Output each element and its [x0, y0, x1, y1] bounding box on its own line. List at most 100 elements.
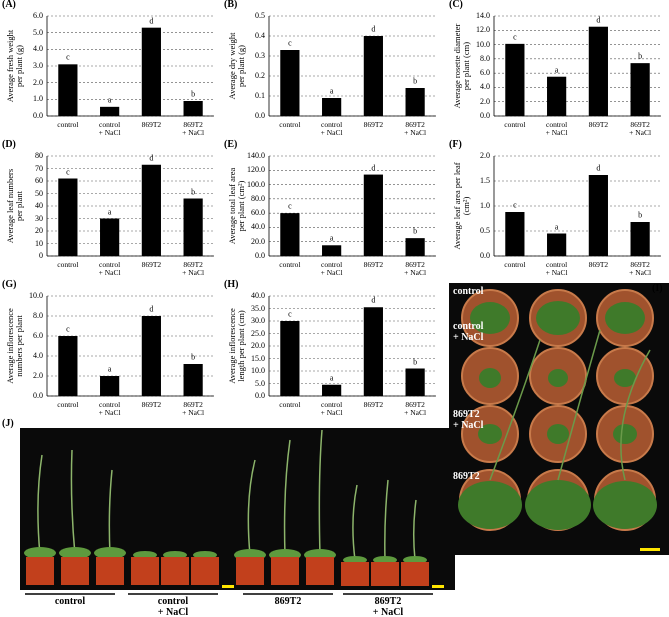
- significance-letter: d: [371, 295, 376, 305]
- x-tick-label: control: [279, 400, 301, 409]
- y-tick-label: 140.0: [247, 150, 265, 160]
- y-tick-label: 25.0: [251, 328, 265, 338]
- panel-label: (G): [2, 279, 17, 290]
- bar: [58, 336, 78, 396]
- y-tick-label: 4.0: [33, 350, 43, 360]
- y-axis-label: Average inflorescence length per plant (…: [227, 308, 246, 384]
- bar: [547, 233, 567, 256]
- significance-letter: b: [191, 187, 196, 197]
- y-axis-label: Average inflorescence numbers per plant: [5, 308, 24, 384]
- bar: [588, 175, 608, 256]
- significance-letter: c: [66, 167, 70, 177]
- group-label: 869T2 + NaCl: [372, 596, 404, 617]
- y-axis-label: Average total leaf area per plant (cm²): [227, 167, 246, 245]
- x-tick-label: control: [57, 120, 79, 129]
- y-tick-label: 1.5: [480, 175, 490, 185]
- photo-j: [20, 428, 455, 595]
- x-tick-label: control: [57, 400, 79, 409]
- y-tick-label: 15.0: [251, 353, 265, 363]
- bar: [183, 198, 203, 256]
- photo-label: control + NaCl: [453, 321, 484, 343]
- x-tick-label: 869T2 + NaCl: [182, 260, 205, 277]
- y-tick-label: 6.0: [33, 330, 43, 340]
- significance-letter: c: [513, 200, 517, 210]
- y-tick-label: 0.0: [255, 390, 265, 400]
- x-tick-label: 869T2 + NaCl: [404, 120, 427, 137]
- x-tick-label: control: [57, 260, 79, 269]
- bar: [58, 64, 78, 116]
- panel-label: (H): [224, 279, 239, 290]
- bar: [322, 245, 342, 256]
- panel-label: (D): [2, 139, 16, 150]
- panel-label: (B): [224, 0, 238, 10]
- x-tick-label: control: [504, 260, 526, 269]
- y-tick-label: 4.0: [33, 44, 43, 54]
- y-tick-label: 30.0: [251, 315, 265, 325]
- panel-label: (A): [2, 0, 16, 10]
- y-tick-label: 10.0: [29, 290, 43, 300]
- y-axis-label: Average rosette diameter per plant (cm): [452, 23, 471, 109]
- y-tick-label: 100.0: [247, 179, 265, 189]
- y-tick-label: 40.0: [251, 222, 265, 232]
- x-tick-label: 869T2 + NaCl: [404, 260, 427, 277]
- bar: [363, 36, 383, 116]
- y-tick-label: 14.0: [476, 10, 490, 20]
- bar: [141, 316, 161, 396]
- x-tick-label: 869T2 + NaCl: [629, 120, 652, 137]
- y-tick-label: 0.0: [33, 390, 43, 400]
- x-tick-label: control + NaCl: [98, 260, 121, 277]
- significance-letter: c: [288, 201, 292, 211]
- y-tick-label: 10: [35, 238, 43, 248]
- y-tick-label: 20.0: [251, 340, 265, 350]
- x-tick-label: 869T2: [141, 400, 162, 409]
- y-tick-label: 2.0: [33, 370, 43, 380]
- y-tick-label: 60: [35, 175, 43, 185]
- y-tick-label: 0: [39, 250, 43, 260]
- y-tick-label: 40: [35, 200, 43, 210]
- bar: [141, 164, 161, 256]
- y-tick-label: 50: [35, 188, 43, 198]
- significance-letter: c: [66, 324, 70, 334]
- y-tick-label: 1.0: [480, 200, 490, 210]
- y-tick-label: 35.0: [251, 303, 265, 313]
- x-tick-label: control + NaCl: [320, 260, 343, 277]
- bar: [405, 238, 425, 256]
- x-tick-label: control + NaCl: [98, 120, 121, 137]
- y-tick-label: 5.0: [33, 27, 43, 37]
- bar: [547, 76, 567, 116]
- y-tick-label: 70: [35, 163, 43, 173]
- bar: [280, 321, 300, 396]
- y-tick-label: 80: [35, 150, 43, 160]
- y-tick-label: 0.3: [255, 50, 265, 60]
- x-tick-label: control + NaCl: [545, 120, 568, 137]
- y-tick-label: 3.0: [33, 60, 43, 70]
- significance-letter: d: [596, 15, 601, 25]
- x-tick-label: 869T2: [363, 260, 384, 269]
- significance-letter: b: [191, 89, 196, 99]
- x-tick-label: control + NaCl: [545, 260, 568, 277]
- bar: [280, 213, 300, 256]
- significance-letter: d: [596, 163, 601, 173]
- bar: [322, 384, 342, 396]
- y-tick-label: 0.5: [255, 10, 265, 20]
- x-tick-label: 869T2: [363, 120, 384, 129]
- significance-letter: c: [513, 32, 517, 42]
- x-tick-label: 869T2: [141, 260, 162, 269]
- y-tick-label: 5.0: [255, 378, 265, 388]
- photo-label: control: [453, 286, 484, 297]
- y-tick-label: 8.0: [480, 53, 490, 63]
- significance-letter: d: [149, 16, 154, 26]
- significance-letter: b: [413, 226, 418, 236]
- significance-letter: c: [288, 309, 292, 319]
- x-tick-label: 869T2 + NaCl: [182, 120, 205, 137]
- bar: [363, 174, 383, 256]
- x-tick-label: control + NaCl: [98, 400, 121, 417]
- panel-label: (C): [449, 0, 463, 10]
- significance-letter: a: [329, 233, 334, 243]
- bar: [405, 368, 425, 396]
- y-tick-label: 2.0: [480, 96, 490, 106]
- y-axis-label: Average leaf area per leaf (cm²): [452, 162, 471, 250]
- x-tick-label: control: [279, 120, 301, 129]
- bar: [630, 222, 650, 256]
